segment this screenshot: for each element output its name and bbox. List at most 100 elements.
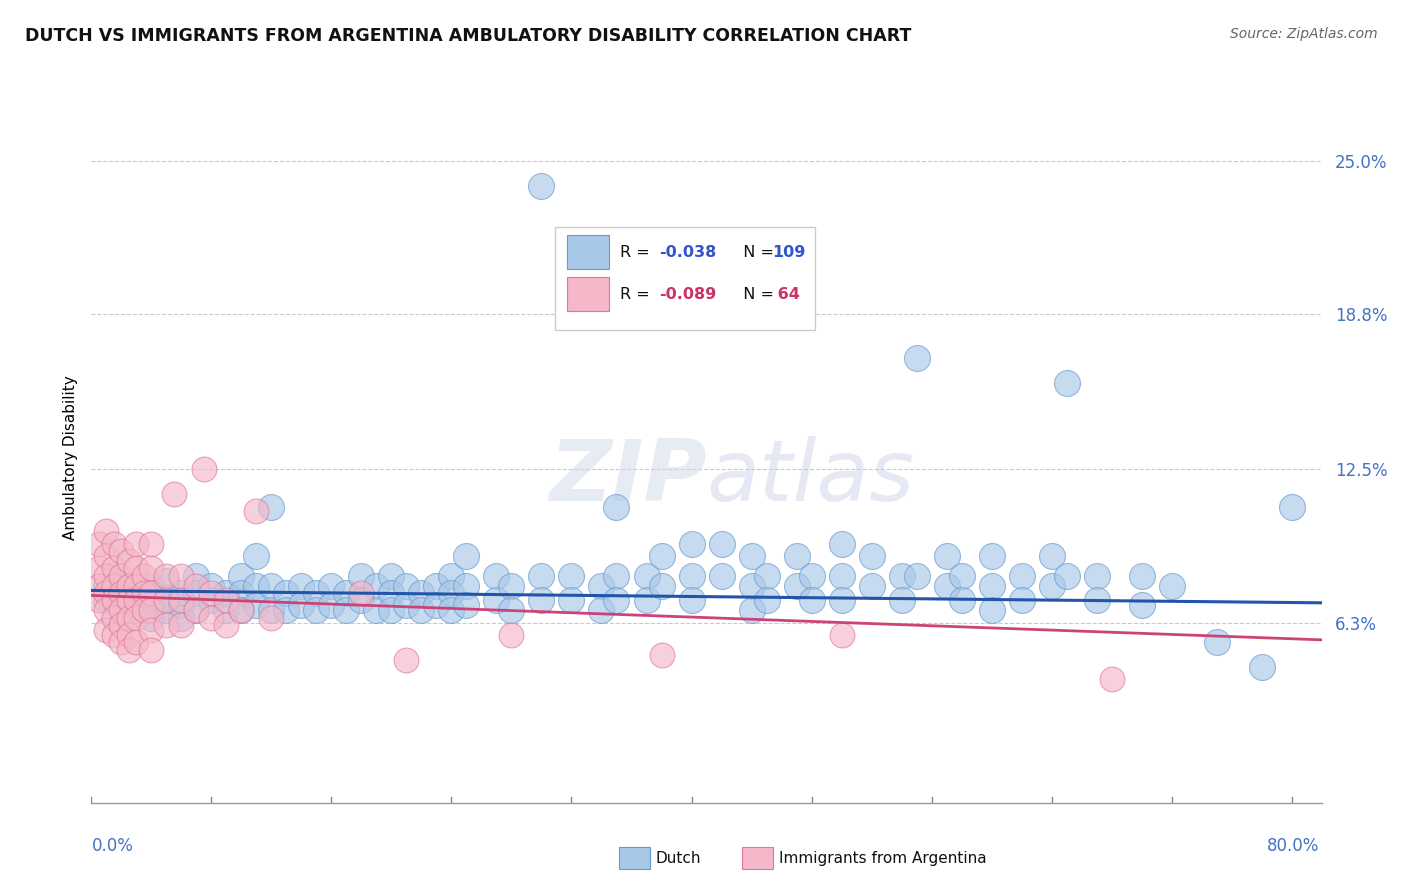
Point bbox=[560, 593, 582, 607]
Point bbox=[110, 544, 132, 558]
Point bbox=[741, 549, 763, 563]
Point bbox=[110, 568, 132, 582]
Point bbox=[170, 618, 193, 632]
Point bbox=[215, 586, 238, 600]
Text: N =: N = bbox=[733, 245, 779, 260]
Point bbox=[96, 549, 118, 563]
Point bbox=[170, 586, 193, 600]
Point bbox=[96, 623, 118, 637]
Point bbox=[1205, 635, 1227, 649]
Text: R =: R = bbox=[620, 245, 655, 260]
Point bbox=[980, 549, 1002, 563]
Point bbox=[87, 561, 110, 575]
Point bbox=[141, 599, 163, 613]
Y-axis label: Ambulatory Disability: Ambulatory Disability bbox=[62, 375, 77, 540]
Point bbox=[636, 568, 658, 582]
Point bbox=[141, 536, 163, 550]
Point bbox=[1160, 578, 1182, 592]
Point bbox=[276, 603, 298, 617]
Point bbox=[485, 593, 508, 607]
Point bbox=[1101, 673, 1123, 687]
Point bbox=[831, 568, 853, 582]
Point bbox=[411, 586, 433, 600]
Text: N =: N = bbox=[733, 287, 779, 301]
Point bbox=[321, 578, 343, 592]
Point bbox=[350, 586, 373, 600]
Point bbox=[125, 586, 148, 600]
Point bbox=[110, 591, 132, 605]
Point bbox=[1011, 593, 1033, 607]
Point bbox=[905, 568, 928, 582]
Point bbox=[950, 593, 973, 607]
Point bbox=[141, 610, 163, 624]
Point bbox=[905, 351, 928, 366]
Point bbox=[118, 554, 141, 568]
Point bbox=[681, 568, 703, 582]
Point bbox=[155, 568, 177, 582]
Point bbox=[141, 578, 163, 592]
Point bbox=[980, 603, 1002, 617]
Point bbox=[890, 568, 912, 582]
Point bbox=[110, 635, 132, 649]
Point bbox=[110, 618, 132, 632]
Point bbox=[530, 593, 553, 607]
Point bbox=[103, 578, 125, 592]
Point bbox=[950, 568, 973, 582]
Point bbox=[290, 578, 312, 592]
Point bbox=[350, 593, 373, 607]
Point bbox=[96, 593, 118, 607]
Point bbox=[380, 568, 402, 582]
Point bbox=[440, 603, 463, 617]
Text: 109: 109 bbox=[772, 245, 806, 260]
Point bbox=[103, 561, 125, 575]
Point bbox=[186, 586, 208, 600]
Point bbox=[141, 586, 163, 600]
Point bbox=[96, 568, 118, 582]
Point bbox=[800, 568, 823, 582]
Point bbox=[380, 603, 402, 617]
Point bbox=[755, 568, 778, 582]
Point bbox=[170, 593, 193, 607]
Point bbox=[980, 578, 1002, 592]
Point bbox=[200, 593, 222, 607]
Point bbox=[118, 610, 141, 624]
Point bbox=[155, 618, 177, 632]
Point bbox=[231, 603, 253, 617]
Point bbox=[245, 599, 267, 613]
Point bbox=[118, 628, 141, 642]
Text: Immigrants from Argentina: Immigrants from Argentina bbox=[779, 851, 987, 865]
Point bbox=[231, 586, 253, 600]
Point bbox=[87, 536, 110, 550]
Point bbox=[96, 578, 118, 592]
Point bbox=[186, 603, 208, 617]
Point bbox=[110, 586, 132, 600]
Point bbox=[260, 578, 283, 592]
Point bbox=[366, 578, 388, 592]
Point bbox=[605, 568, 627, 582]
Point bbox=[110, 603, 132, 617]
Point bbox=[456, 599, 478, 613]
Point bbox=[395, 578, 418, 592]
Text: atlas: atlas bbox=[706, 436, 914, 519]
Point bbox=[141, 561, 163, 575]
Point bbox=[110, 574, 132, 588]
Point bbox=[186, 603, 208, 617]
Point bbox=[425, 578, 447, 592]
Point bbox=[395, 652, 418, 666]
Point bbox=[591, 578, 613, 592]
Point bbox=[1011, 568, 1033, 582]
Point bbox=[530, 568, 553, 582]
Point bbox=[103, 628, 125, 642]
Point bbox=[125, 610, 148, 624]
Point bbox=[305, 603, 328, 617]
Point bbox=[650, 578, 672, 592]
Point bbox=[87, 578, 110, 592]
Point bbox=[741, 603, 763, 617]
Point bbox=[163, 487, 186, 501]
Point bbox=[118, 642, 141, 657]
Point bbox=[200, 586, 222, 600]
Point bbox=[935, 578, 957, 592]
Point bbox=[501, 578, 523, 592]
Point bbox=[118, 593, 141, 607]
Point bbox=[155, 593, 177, 607]
